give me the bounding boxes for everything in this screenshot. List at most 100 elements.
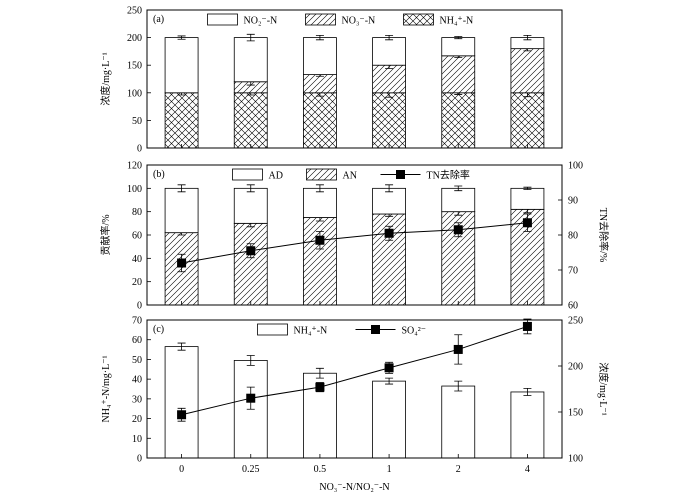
x-tick-label: 0.25 <box>242 464 260 475</box>
bar-0-0 <box>164 92 199 149</box>
bar-1-3 <box>372 64 406 94</box>
x-tick-label: 1 <box>387 464 392 475</box>
panel-label: (b) <box>153 169 165 180</box>
bar-0-2 <box>303 217 337 306</box>
y-tick-label: 0 <box>137 454 142 465</box>
y-tick-label: 50 <box>132 355 142 366</box>
legend-swatch <box>305 13 336 26</box>
bar-0-0 <box>164 346 199 459</box>
line-point-3 <box>384 363 394 373</box>
line-point-2 <box>315 382 325 392</box>
y2-tick-label: 100 <box>568 161 583 172</box>
error-bar <box>385 184 394 193</box>
bar-0-1 <box>233 92 268 149</box>
legend-marker <box>396 170 405 179</box>
y2-tick-label: 100 <box>568 454 583 465</box>
y-tick-label: 40 <box>132 254 142 265</box>
series-line <box>181 325 528 416</box>
legend: NO₂⁻-N NO₃⁻-N NH₄⁺-N <box>207 13 473 27</box>
error-bar <box>246 33 255 42</box>
y-axis-label: NH₄⁺-N/mg·L⁻¹ <box>101 355 112 422</box>
y-tick-label: 100 <box>127 184 142 195</box>
x-axis-label: NO₃⁻-N/NO₂⁻-N <box>319 482 389 493</box>
legend-entry: SO₄²⁻ <box>402 326 427 337</box>
y-tick-label: 10 <box>132 434 142 445</box>
legend-entry: NH₄⁺-N <box>294 326 328 337</box>
bar-0-5 <box>510 92 545 149</box>
error-bar <box>177 35 186 40</box>
y2-tick-label: 150 <box>568 408 583 419</box>
bar-1-2 <box>303 74 337 94</box>
bar-1-5 <box>510 48 545 94</box>
line-point-5 <box>522 218 532 228</box>
line-point-5 <box>522 321 532 331</box>
error-bar <box>315 34 324 41</box>
line-point-0 <box>177 258 187 268</box>
bar-1-3 <box>372 187 406 215</box>
legend-entry: NO₃⁻-N <box>342 16 376 27</box>
legend: AD AN TN去除率 <box>232 168 470 182</box>
bar-0-5 <box>510 391 545 459</box>
line-point-4 <box>453 225 463 235</box>
y-tick-label: 50 <box>132 116 142 127</box>
error-bar <box>523 388 532 396</box>
error-bar <box>246 355 255 366</box>
bar-2-1 <box>233 37 268 83</box>
y2-tick-label: 60 <box>568 301 578 312</box>
line-point-1 <box>246 246 256 256</box>
y-tick-label: 250 <box>127 6 142 17</box>
bar-0-2 <box>303 92 337 149</box>
line-point-3 <box>384 228 394 238</box>
y-axis-label: 浓度/mg·L⁻¹ <box>99 52 112 105</box>
y-tick-label: 0 <box>137 144 142 155</box>
panel-1: 0 20 40 60 80 100 120 60 70 80 90 100 (b) 贡献率/% TN去除率/… <box>99 161 610 312</box>
y-tick-label: 30 <box>132 394 142 405</box>
y2-tick-label: 70 <box>568 266 578 277</box>
legend-swatch <box>257 323 288 336</box>
plot-frame <box>146 319 563 459</box>
y-tick-label: 70 <box>132 316 142 327</box>
error-bar <box>454 36 463 40</box>
x-tick-label: 0.5 <box>314 464 327 475</box>
bar-2-3 <box>372 37 406 66</box>
panel-2: 0 10 20 30 40 50 60 70 100 150 200 250 0 0.25 0.5 1 2 4 (c… <box>101 316 610 494</box>
bar-0-1 <box>233 222 268 306</box>
legend-swatch <box>306 168 337 181</box>
y-tick-label: 20 <box>132 414 142 425</box>
bar-1-4 <box>441 55 476 94</box>
y-tick-label: 60 <box>132 231 142 242</box>
y2-axis-label: TN去除率/% <box>597 208 610 262</box>
y2-tick-label: 200 <box>568 362 583 373</box>
panel-label: (c) <box>153 324 164 335</box>
bar-2-2 <box>303 37 337 75</box>
error-bar <box>523 186 532 190</box>
error-bar <box>523 34 532 41</box>
y-tick-label: 200 <box>127 33 142 44</box>
bar-1-5 <box>510 187 545 210</box>
y-tick-label: 120 <box>127 161 142 172</box>
y2-axis-label: 浓度/mg·L⁻¹ <box>597 362 610 415</box>
legend-swatch <box>403 13 434 26</box>
y2-tick-label: 90 <box>568 196 578 207</box>
legend-swatch <box>232 168 263 181</box>
y-tick-label: 40 <box>132 375 142 386</box>
y-tick-label: 100 <box>127 88 142 99</box>
error-bar <box>315 184 324 193</box>
legend-marker <box>371 325 380 334</box>
y-axis-label: 贡献率/% <box>99 214 112 255</box>
legend-entry: AN <box>343 171 357 182</box>
bar-0-4 <box>441 385 476 459</box>
bar-1-1 <box>233 187 268 224</box>
legend-entry: AD <box>269 171 283 182</box>
bar-2-0 <box>164 37 199 94</box>
bar-0-3 <box>372 92 406 149</box>
line-point-2 <box>315 235 325 245</box>
plot-frame <box>146 9 563 149</box>
error-bar <box>385 34 394 41</box>
error-bar <box>177 342 186 351</box>
error-bar <box>315 367 324 379</box>
line-point-4 <box>453 344 463 354</box>
line-point-0 <box>177 410 187 420</box>
